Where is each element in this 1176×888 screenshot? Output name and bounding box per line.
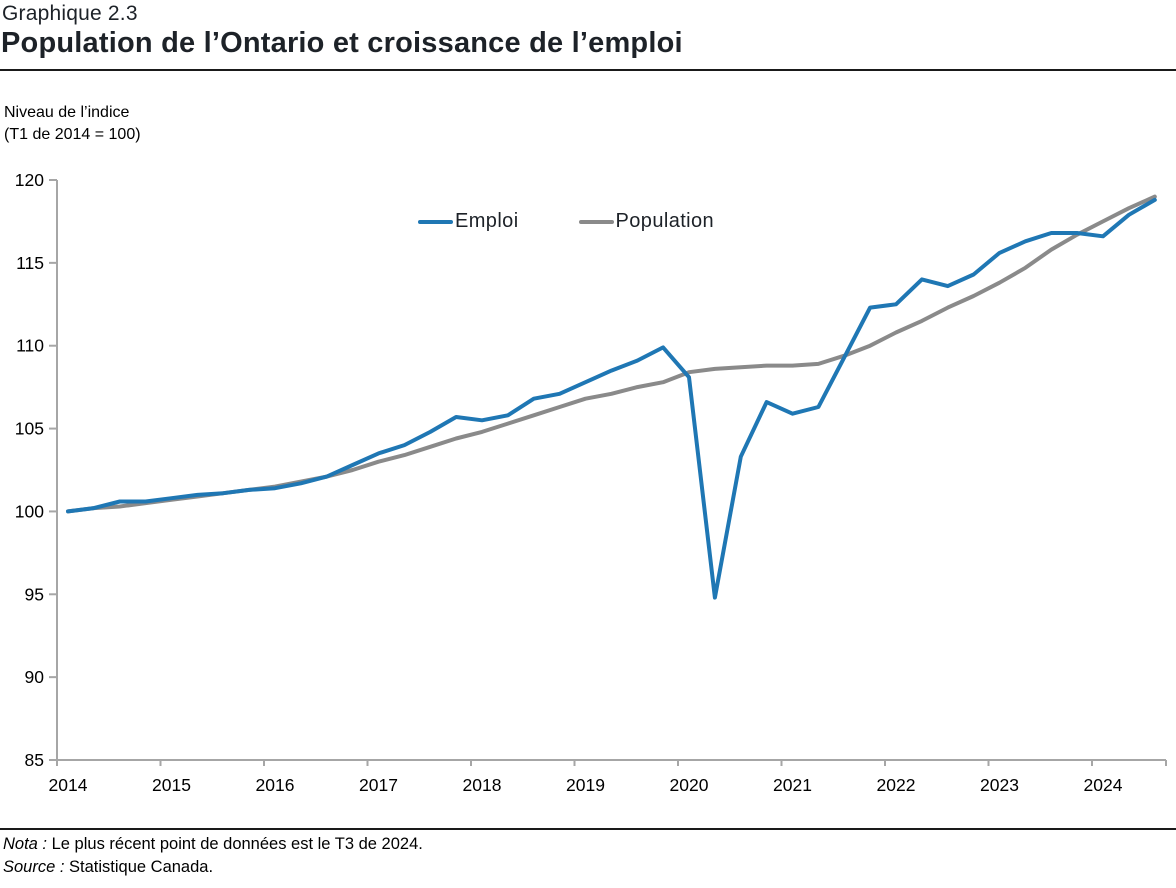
legend-label-emploi: Emploi <box>455 210 519 232</box>
y-axis-tick-label: 105 <box>15 419 44 439</box>
chart-legend: Emploi Population <box>418 210 714 233</box>
legend-label-population: Population <box>615 210 715 232</box>
y-axis-tick-label: 115 <box>16 253 44 273</box>
footer-nota: Nota : Le plus récent point de données e… <box>3 835 423 854</box>
population-line <box>66 194 1157 514</box>
legend-item-emploi: Emploi <box>418 210 519 233</box>
x-axis-year-label: 2020 <box>670 775 709 795</box>
footer-source-text: Statistique Canada. <box>64 858 214 876</box>
footer-source: Source : Statistique Canada. <box>3 858 213 877</box>
page-title: Population de l’Ontario et croissance de… <box>1 27 683 59</box>
footer-nota-label: Nota : <box>3 835 48 853</box>
chart-number: Graphique 2.3 <box>2 2 138 25</box>
legend-item-population: Population <box>578 210 715 233</box>
x-axis-year-label: 2017 <box>359 775 398 795</box>
x-axis-year-label: 2014 <box>49 775 88 795</box>
x-axis-year-label: 2019 <box>566 775 605 795</box>
y-axis-tick-label: 100 <box>15 501 44 521</box>
x-axis-year-label: 2016 <box>256 775 295 795</box>
y-axis-tick-label: 95 <box>25 584 44 604</box>
title-rule <box>0 69 1176 71</box>
x-axis-year-label: 2018 <box>463 775 502 795</box>
emploi-line-swatch-icon <box>418 219 453 224</box>
y-axis-tick-label: 85 <box>25 750 44 770</box>
x-axis-year-label: 2015 <box>152 775 191 795</box>
emploi-line <box>66 197 1157 600</box>
footer-nota-text: Le plus récent point de données est le T… <box>47 835 423 853</box>
x-axis-year-label: 2021 <box>773 775 812 795</box>
x-axis-year-label: 2022 <box>877 775 916 795</box>
x-axis-year-label: 2024 <box>1084 775 1123 795</box>
footer-rule <box>0 828 1176 830</box>
y-axis-tick-label: 110 <box>16 336 44 356</box>
y-axis-caption-line2: (T1 de 2014 = 100) <box>4 126 141 143</box>
y-axis-tick-label: 120 <box>15 170 44 190</box>
y-axis-caption-line1: Niveau de l’indice <box>4 104 130 121</box>
y-axis-tick-label: 90 <box>25 667 45 687</box>
y-axis-caption: Niveau de l’indice (T1 de 2014 = 100) <box>4 102 141 146</box>
footer-source-label: Source : <box>3 858 65 876</box>
x-axis-year-label: 2023 <box>980 775 1019 795</box>
population-line-swatch-icon <box>578 219 614 224</box>
